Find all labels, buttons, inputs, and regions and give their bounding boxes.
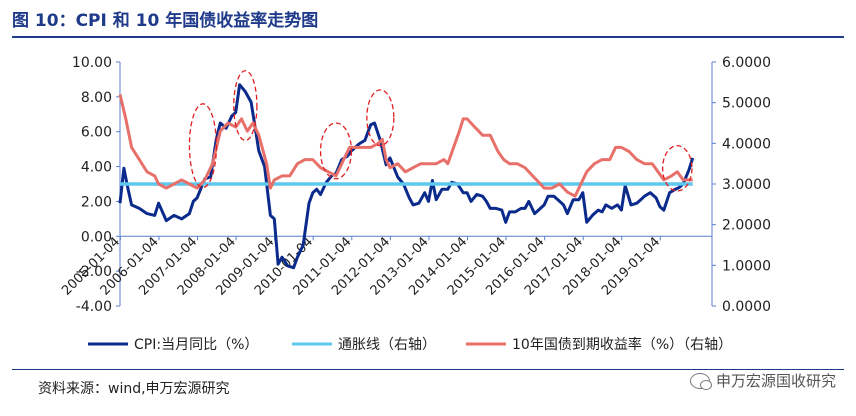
legend-label-1: 通胀线（右轴） [338,337,436,353]
highlight-ellipse [661,145,693,192]
left-tick-label: 4.00 [81,160,112,176]
wechat-icon [689,372,712,390]
highlight-ellipse [188,103,218,189]
left-tick-label: 10.00 [72,55,112,71]
watermark-text: 申万宏源国收研究 [715,372,836,390]
left-tick-label: 6.00 [81,125,112,141]
chart: 10.00 8.00 6.00 4.00 2.00 0.00 -2.00 -4.00 6.000… [59,55,771,353]
legend-label-2: 10年国债到期收益率（%）（右轴） [512,336,732,353]
yield-line [118,94,693,198]
title-rule [12,36,844,38]
left-tick-label: 2.00 [81,194,112,210]
right-tick-label: 6.0000 [722,55,771,71]
right-tick-label: 2.0000 [722,218,771,234]
right-tick-label: 0.0000 [722,299,771,315]
left-tick-label: -2.00 [76,264,112,280]
right-tick-label: 4.0000 [722,136,771,152]
left-tick-label: 8.00 [81,90,112,106]
highlight-ellipse [233,70,258,142]
right-tick-label: 3.0000 [722,177,771,193]
highlight-ellipse [366,89,395,147]
legend-label-0: CPI:当月同比（%） [134,337,258,353]
right-tick-label: 1.0000 [722,258,771,274]
highlight-ellipse [319,122,353,180]
left-tick-label: -4.00 [76,299,112,315]
page-title: 图 10：CPI 和 10 年国债收益率走势图 [12,11,319,31]
watermark: 申万宏源国收研究 [689,370,836,391]
source-note: 资料来源：wind,申万宏源研究 [38,381,230,397]
cpi-line [118,83,695,270]
right-tick-label: 5.0000 [722,96,771,112]
footer-rule [12,369,844,370]
left-tick-label: 0.00 [81,229,112,245]
